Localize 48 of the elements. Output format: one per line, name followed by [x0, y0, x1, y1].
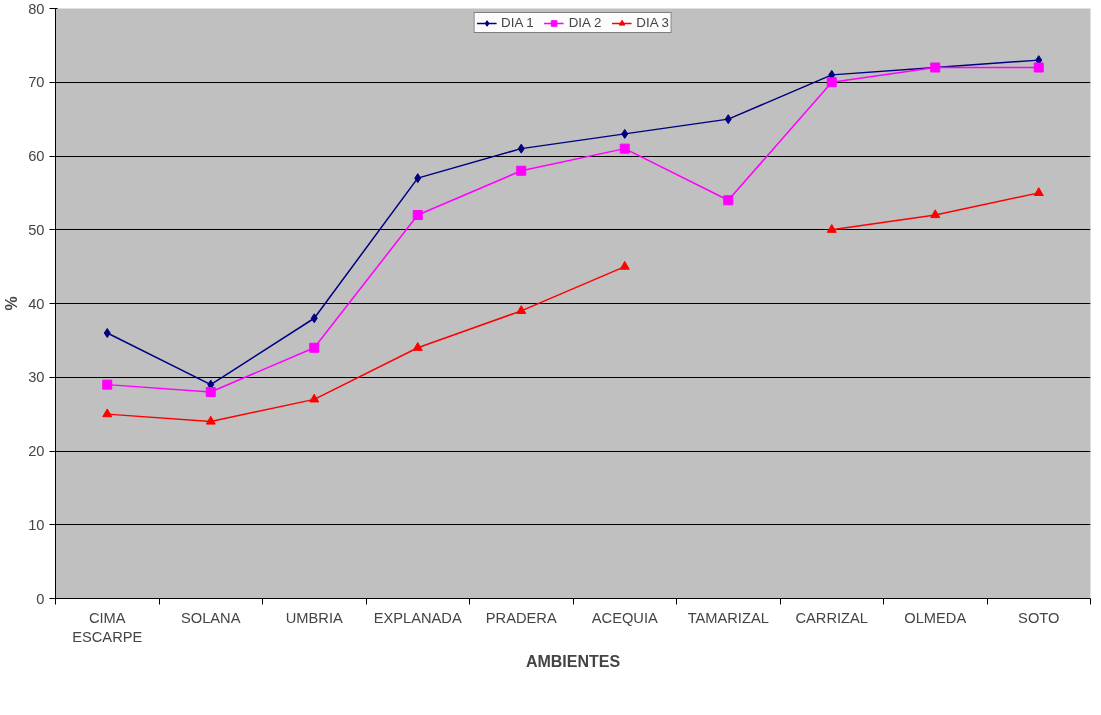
point: [310, 313, 318, 324]
y-axis-title: %: [3, 296, 21, 311]
y-tick-label: 20: [28, 443, 45, 459]
point: [1033, 187, 1044, 196]
point: [723, 195, 734, 206]
y-tick-label: 80: [28, 0, 45, 17]
point: [102, 408, 113, 418]
point: [516, 165, 527, 176]
x-tick-label: EXPLANADA: [373, 609, 462, 626]
x-tick-label: PRADERA: [485, 609, 557, 626]
y-tick-label: 70: [28, 74, 45, 91]
point: [205, 415, 216, 425]
point: [205, 387, 216, 397]
legend-label: DIA 2: [568, 15, 602, 30]
y-tick-label: 30: [28, 369, 45, 386]
point: [516, 305, 527, 314]
y-tick-label: 60: [28, 148, 45, 164]
point: [826, 77, 837, 88]
point: [517, 143, 525, 154]
y-tick-label: 40: [28, 295, 45, 312]
point: [412, 210, 423, 220]
point: [621, 128, 629, 139]
point: [102, 379, 113, 390]
point: [619, 260, 630, 270]
legend-label: DIA 3: [636, 15, 669, 30]
x-tick-label: SOLANA: [181, 609, 241, 626]
legend-label: DIA 1: [501, 15, 534, 30]
point: [309, 393, 320, 403]
x-tick-label: CARRIZAL: [795, 609, 868, 626]
point: [826, 224, 837, 233]
x-tick-label: UMBRIA: [285, 609, 343, 626]
x-tick-label: ACEQUIA: [591, 609, 658, 626]
y-tick-label: 0: [36, 590, 45, 607]
point: [619, 143, 630, 154]
point: [414, 173, 422, 184]
y-tick-label: 10: [28, 516, 45, 533]
y-tick-label: 50: [28, 221, 45, 238]
x-tick-label: OLMEDA: [904, 609, 967, 626]
x-axis-title: AMBIENTES: [525, 652, 621, 670]
point: [930, 209, 941, 219]
point: [309, 342, 320, 353]
point: [412, 342, 423, 351]
point: [724, 114, 732, 125]
x-tick-label: SOTO: [1018, 609, 1060, 626]
point: [103, 328, 111, 338]
x-tick-label: CIMA ESCARPE: [72, 609, 143, 645]
x-tick-label: TAMARIZAL: [687, 609, 769, 626]
point: [1033, 62, 1044, 73]
